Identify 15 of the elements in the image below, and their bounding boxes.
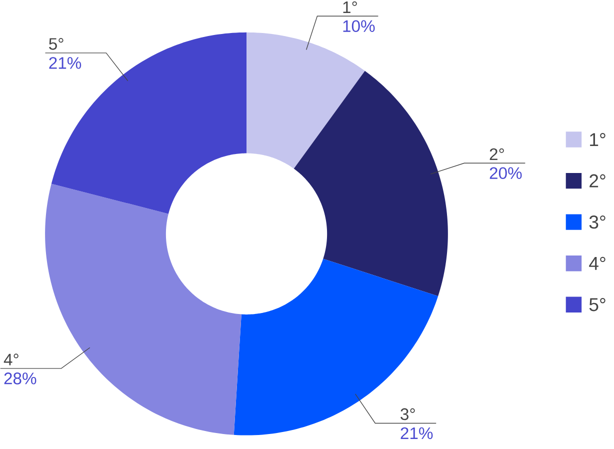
legend-label: 3° <box>589 215 606 229</box>
data-label: 10% <box>343 20 375 32</box>
slice-label: 3° <box>400 408 415 420</box>
data-label: 20% <box>490 167 522 179</box>
slice-label: 4° <box>4 354 18 366</box>
slice-label: 2° <box>490 148 504 160</box>
legend-label: 5° <box>589 298 606 312</box>
data-label: 21% <box>400 427 433 440</box>
legend-label: 1° <box>590 133 606 146</box>
legend-label: 2° <box>590 174 606 188</box>
data-label: 21% <box>49 57 82 69</box>
slice-label: 1° <box>343 1 357 13</box>
legend-label: 4° <box>589 256 606 270</box>
data-label: 28% <box>4 372 36 384</box>
slice-label: 5° <box>49 38 64 50</box>
